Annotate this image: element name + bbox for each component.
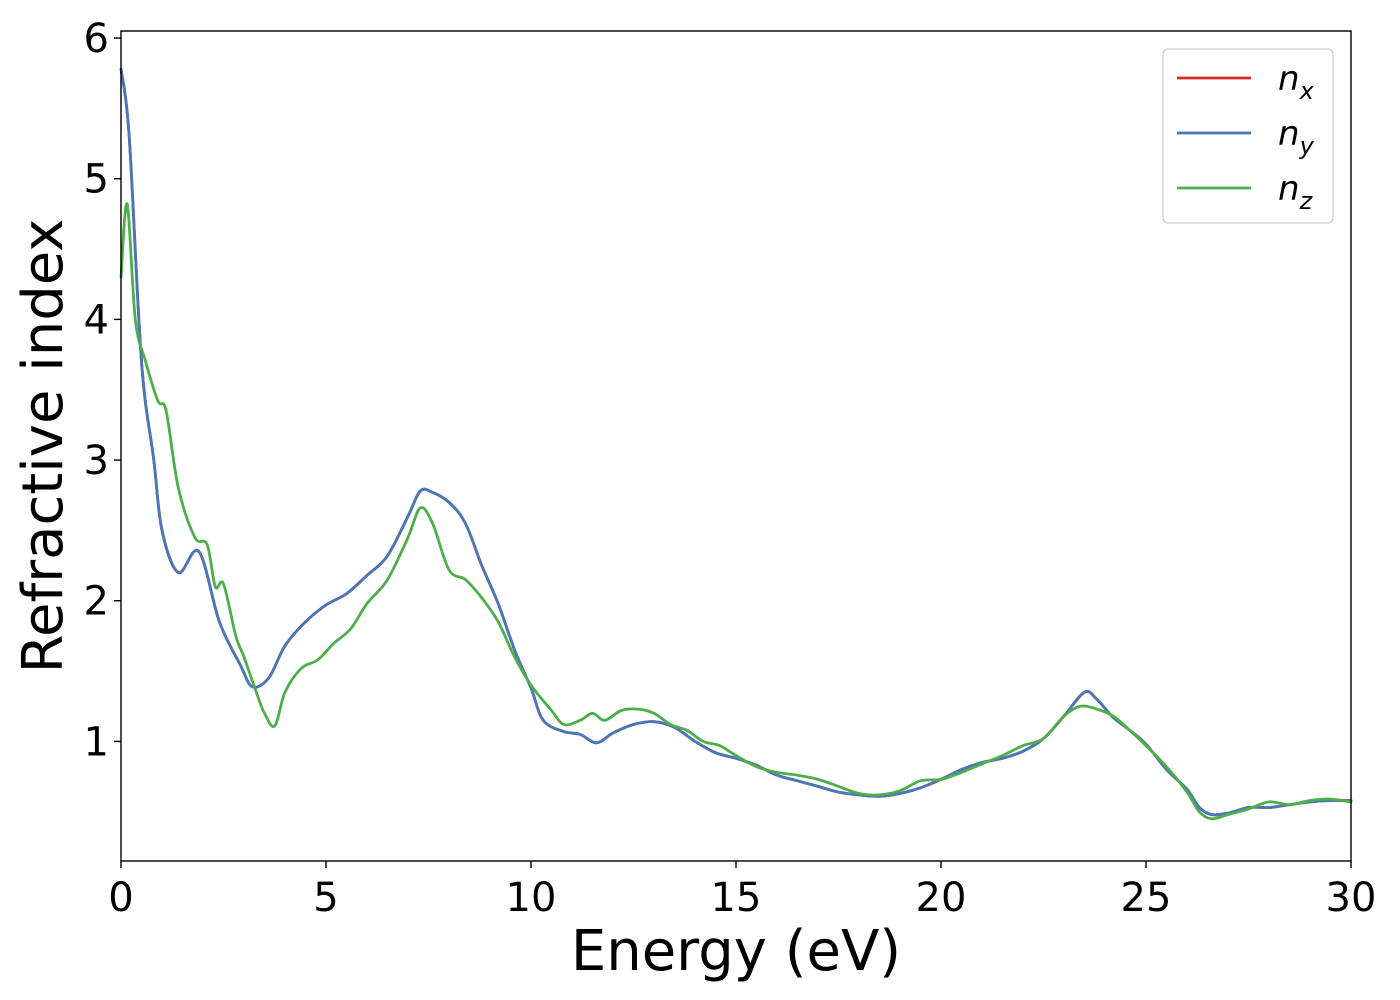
legend-label-nx: nx [1278,59,1315,105]
legend-label-nz: nz [1278,169,1314,215]
x-tick-label: 0 [108,875,133,921]
plot-area [119,67,1353,821]
legend-label-ny: ny [1278,114,1315,160]
y-tick-label: 1 [84,719,109,765]
x-axis-title: Energy (eV) [571,919,901,984]
x-tick-label: 15 [711,875,762,921]
y-tick-label: 5 [84,157,109,203]
y-tick-label: 3 [84,438,109,484]
y-axis-title: Refractive index [11,219,76,674]
series-line-nz [119,202,1353,821]
y-tick-label: 6 [84,16,109,62]
y-axis-ticks: 1 2 3 4 5 6 [84,16,121,765]
x-axis-ticks: 0 5 10 15 20 25 30 [108,861,1376,921]
x-tick-label: 20 [916,875,967,921]
y-tick-label: 2 [84,579,109,625]
x-tick-label: 25 [1121,875,1172,921]
legend: nx ny nz [1162,48,1334,224]
y-tick-label: 4 [84,297,109,343]
legend-box [1162,48,1334,224]
x-tick-label: 10 [506,875,557,921]
x-tick-label: 5 [313,875,338,921]
x-tick-label: 30 [1326,875,1377,921]
